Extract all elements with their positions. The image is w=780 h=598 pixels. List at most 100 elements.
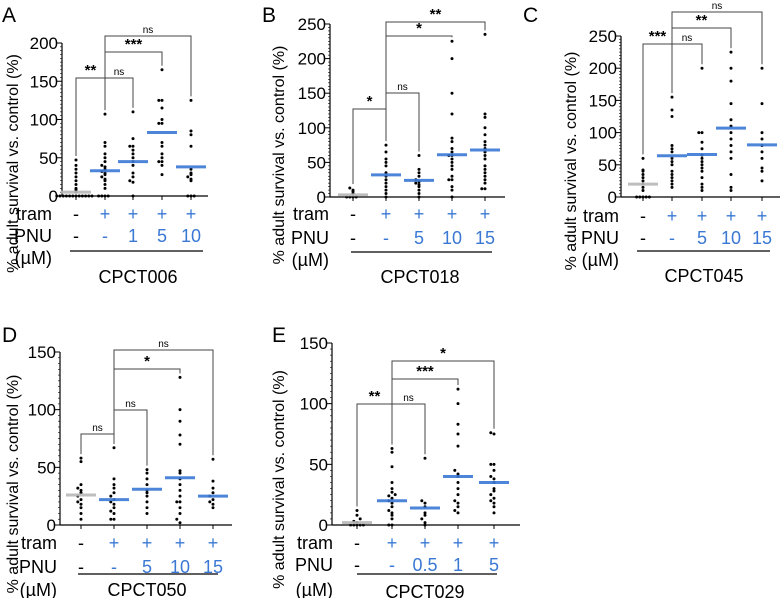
data-point <box>700 182 704 186</box>
data-point <box>160 152 164 156</box>
data-point <box>760 131 764 135</box>
significance-bracket <box>352 108 387 185</box>
row-label-0: tram <box>16 204 52 224</box>
data-point <box>729 137 733 141</box>
data-point <box>349 523 353 527</box>
y-tick-label: 150 <box>30 72 58 91</box>
significance-bracket <box>385 92 420 152</box>
data-point <box>189 144 193 148</box>
data-point <box>450 150 454 154</box>
data-point <box>483 174 487 178</box>
data-point <box>103 144 107 148</box>
data-point <box>61 194 65 198</box>
data-point <box>644 195 648 199</box>
data-point <box>450 164 454 168</box>
data-point <box>355 513 359 517</box>
significance-label: ** <box>696 12 708 29</box>
data-point <box>189 177 193 181</box>
data-point <box>145 483 149 487</box>
data-point <box>423 511 427 515</box>
data-point <box>175 500 179 504</box>
significance-label: ** <box>85 62 97 79</box>
data-point <box>456 432 460 436</box>
tram-value: + <box>726 206 737 226</box>
data-point <box>450 136 454 140</box>
y-tick-label: 100 <box>298 119 326 138</box>
significance-label: *** <box>125 36 143 53</box>
data-point <box>423 523 427 527</box>
data-point <box>450 140 454 144</box>
data-point <box>456 501 460 505</box>
data-point <box>157 160 161 164</box>
panel-d: D 0 50 100 150 % adult survival vs. control (… <box>2 324 232 598</box>
data-point <box>670 163 674 167</box>
pnu-value: 10 <box>170 557 190 577</box>
data-point <box>112 491 116 495</box>
data-point <box>670 147 674 151</box>
data-point <box>145 511 149 515</box>
data-point <box>160 144 164 148</box>
row-label-0: tram <box>297 533 333 553</box>
data-point <box>189 98 193 102</box>
data-point <box>348 186 352 190</box>
data-point <box>103 171 107 175</box>
tram-value: + <box>381 204 392 224</box>
data-point <box>79 498 83 502</box>
data-point <box>79 517 83 521</box>
tram-value: + <box>175 533 186 553</box>
tram-value: + <box>697 206 708 226</box>
significance-label: * <box>440 345 446 362</box>
data-point <box>670 179 674 183</box>
data-point <box>670 176 674 180</box>
data-point <box>417 153 421 157</box>
y-axis-label: % adult survival vs. control (%) <box>271 46 288 265</box>
panel-label: E <box>272 324 286 347</box>
significance-label: *** <box>649 28 667 45</box>
y-tick-label: 100 <box>589 124 617 143</box>
data-point <box>109 509 113 513</box>
data-point <box>453 468 457 472</box>
tram-value: - <box>350 204 356 224</box>
data-point <box>390 450 394 454</box>
significance-bracket <box>391 403 426 455</box>
row-label-0: tram <box>21 533 57 553</box>
data-point <box>160 140 164 144</box>
data-point <box>384 192 388 196</box>
data-point <box>417 167 421 171</box>
data-point <box>447 178 451 182</box>
data-point <box>670 156 674 160</box>
significance-label: ns <box>158 339 169 350</box>
pnu-value: - <box>389 555 395 575</box>
data-point <box>112 446 116 450</box>
data-point <box>729 79 733 83</box>
data-point <box>423 501 427 505</box>
data-point <box>456 481 460 485</box>
tram-value: + <box>414 204 425 224</box>
significance-label: * <box>144 353 150 370</box>
strain-label: CPCT018 <box>380 267 459 287</box>
data-point <box>186 175 190 179</box>
data-point <box>74 183 78 187</box>
data-point <box>131 171 135 175</box>
y-tick-label: 100 <box>300 395 328 414</box>
data-point <box>483 187 487 191</box>
data-point <box>700 66 704 70</box>
data-point <box>492 505 496 509</box>
strain-label: CPCT045 <box>664 266 743 286</box>
pnu-value: 5 <box>489 555 499 575</box>
data-point <box>700 169 704 173</box>
data-point <box>79 488 83 492</box>
tram-value: + <box>420 533 431 553</box>
significance-bracket <box>75 77 106 157</box>
significance-label: * <box>416 20 422 37</box>
significance-bracket <box>385 21 486 129</box>
tram-value: + <box>667 206 678 226</box>
data-point <box>384 185 388 189</box>
y-tick-label: 200 <box>30 34 58 53</box>
data-point <box>131 163 135 167</box>
panel-e: E 0 50 100 150 % adult survival vs. control (… <box>271 324 520 598</box>
data-point <box>417 185 421 189</box>
tram-value: - <box>354 533 360 553</box>
y-tick-label: 50 <box>37 458 56 477</box>
data-point <box>178 506 182 510</box>
